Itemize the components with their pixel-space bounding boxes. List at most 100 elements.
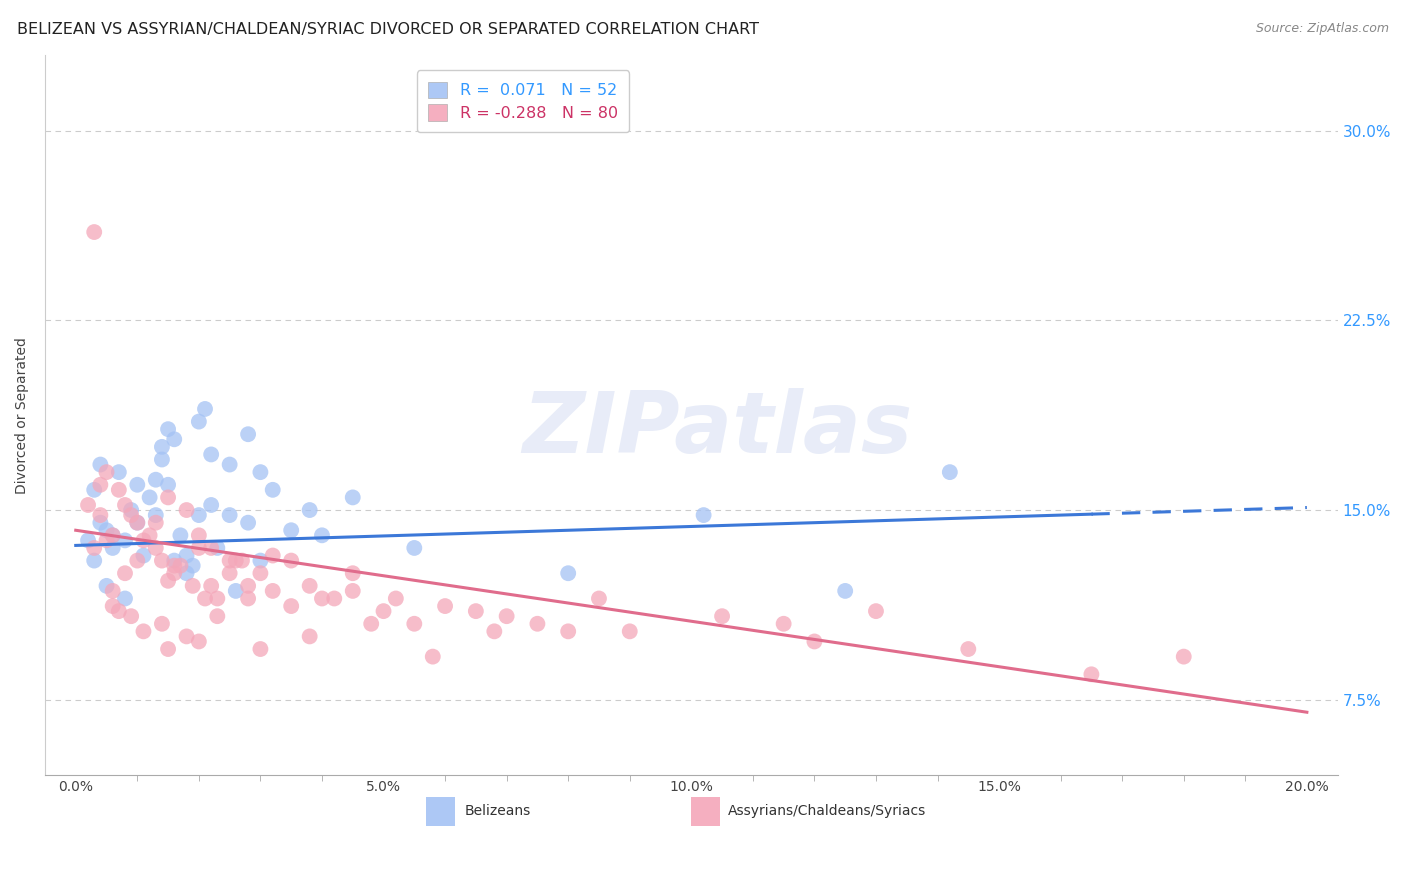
Point	[120, 508, 142, 522]
Point	[145, 473, 167, 487]
Point	[225, 583, 247, 598]
Point	[89, 508, 111, 522]
Point	[83, 553, 105, 567]
Point	[187, 541, 209, 555]
Point	[249, 642, 271, 657]
Point	[200, 498, 222, 512]
Point	[114, 591, 136, 606]
Point	[557, 624, 579, 639]
Point	[150, 553, 173, 567]
Point	[83, 225, 105, 239]
Point	[280, 599, 302, 613]
Point	[176, 549, 198, 563]
Point	[96, 523, 118, 537]
Point	[619, 624, 641, 639]
Text: Belizeans: Belizeans	[465, 805, 531, 819]
Point	[342, 491, 364, 505]
Point	[218, 458, 240, 472]
Point	[865, 604, 887, 618]
Point	[157, 477, 180, 491]
Text: Assyrians/Chaldeans/Syriacs: Assyrians/Chaldeans/Syriacs	[727, 805, 925, 819]
Point	[236, 516, 259, 530]
Point	[231, 553, 253, 567]
Point	[120, 609, 142, 624]
Point	[373, 604, 395, 618]
Point	[108, 483, 131, 497]
Point	[138, 491, 160, 505]
Point	[207, 591, 229, 606]
Point	[101, 528, 124, 542]
Point	[132, 624, 155, 639]
Point	[207, 609, 229, 624]
Point	[157, 642, 180, 657]
Point	[311, 591, 333, 606]
Point	[157, 574, 180, 588]
Point	[422, 649, 444, 664]
Point	[557, 566, 579, 581]
Point	[157, 491, 180, 505]
Bar	[426, 797, 454, 826]
Point	[311, 528, 333, 542]
Point	[187, 508, 209, 522]
Point	[132, 549, 155, 563]
Point	[89, 516, 111, 530]
Point	[342, 583, 364, 598]
Point	[225, 553, 247, 567]
Point	[298, 579, 321, 593]
Point	[588, 591, 610, 606]
Point	[360, 616, 382, 631]
Point	[181, 558, 204, 573]
Point	[218, 508, 240, 522]
Point	[772, 616, 794, 631]
Point	[101, 583, 124, 598]
Point	[711, 609, 734, 624]
Point	[1173, 649, 1195, 664]
Point	[181, 579, 204, 593]
Point	[342, 566, 364, 581]
Point	[323, 591, 346, 606]
Point	[127, 516, 149, 530]
Point	[138, 528, 160, 542]
Point	[249, 566, 271, 581]
Point	[163, 553, 186, 567]
Point	[150, 616, 173, 631]
Point	[298, 503, 321, 517]
Point	[484, 624, 506, 639]
Point	[298, 629, 321, 643]
Point	[114, 533, 136, 548]
Point	[434, 599, 457, 613]
Point	[939, 465, 962, 479]
Point	[150, 440, 173, 454]
Point	[77, 533, 100, 548]
Point	[145, 541, 167, 555]
Point	[236, 579, 259, 593]
Point	[495, 609, 517, 624]
Point	[163, 432, 186, 446]
Point	[157, 422, 180, 436]
Point	[404, 616, 426, 631]
Point	[262, 549, 284, 563]
Point	[127, 477, 149, 491]
Point	[207, 541, 229, 555]
Point	[262, 583, 284, 598]
Point	[96, 465, 118, 479]
Point	[249, 465, 271, 479]
Point	[77, 498, 100, 512]
Point	[169, 528, 191, 542]
Text: ZIPatlas: ZIPatlas	[522, 388, 912, 471]
Y-axis label: Divorced or Separated: Divorced or Separated	[15, 337, 30, 493]
Point	[96, 579, 118, 593]
Point	[236, 427, 259, 442]
Point	[218, 566, 240, 581]
Point	[803, 634, 825, 648]
Point	[176, 503, 198, 517]
Point	[692, 508, 714, 522]
Point	[176, 566, 198, 581]
Point	[280, 523, 302, 537]
Point	[169, 558, 191, 573]
Point	[127, 553, 149, 567]
Point	[834, 583, 856, 598]
Point	[200, 447, 222, 461]
Point	[145, 508, 167, 522]
Point	[404, 541, 426, 555]
